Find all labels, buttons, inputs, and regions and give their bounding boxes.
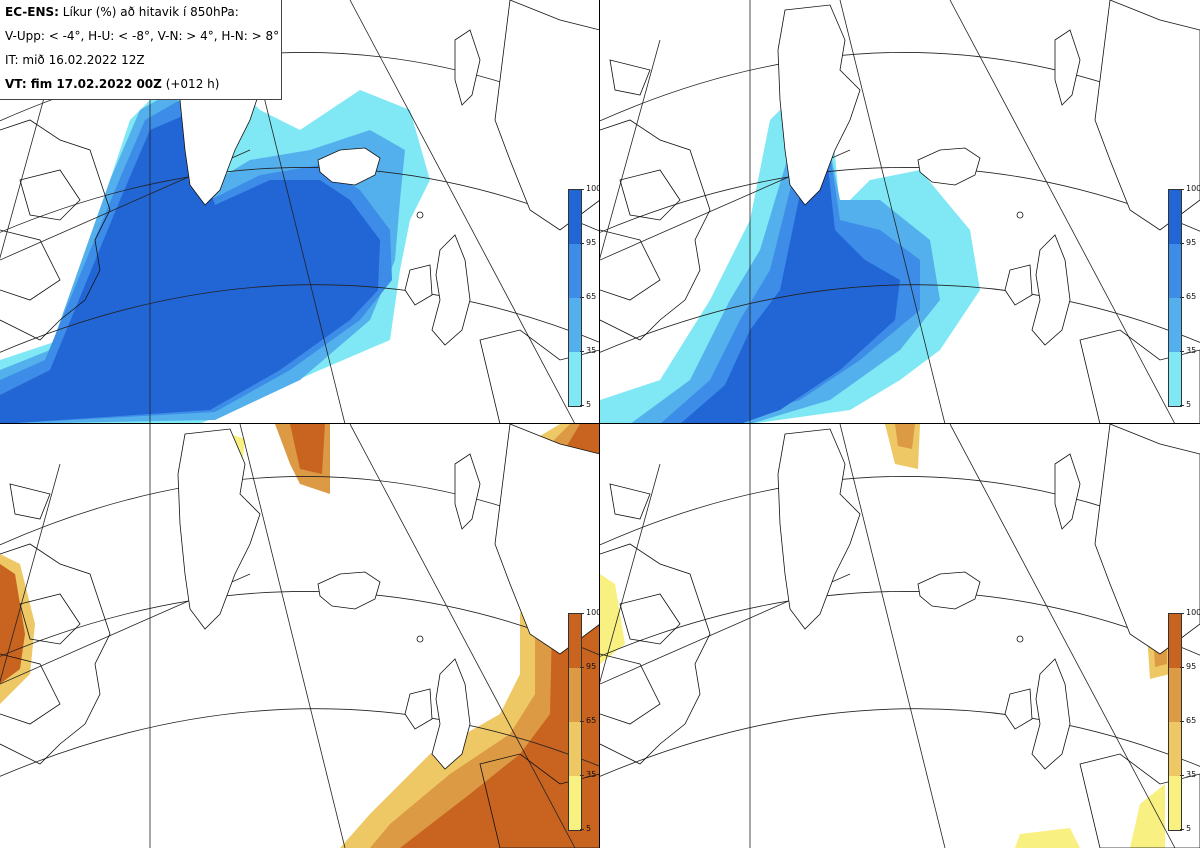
colorbar-tick: 65: [1186, 716, 1197, 725]
map-panel-h-n: 100 95 65 35 5: [600, 424, 1200, 848]
colorbar-tick: 35: [1186, 346, 1197, 355]
colorbar-tick: 100: [1186, 184, 1200, 193]
colorbar-tick: 5: [586, 824, 592, 833]
map-panel-v-upp: EC-ENS: Líkur (%) að hitavik í 850hPa: V…: [0, 0, 600, 424]
colorbar-tick: 100: [586, 184, 600, 193]
map-panel-h-u: 100 95 65 35 5: [600, 0, 1200, 424]
colorbar-tick: 100: [586, 608, 600, 617]
colorbar-tick: 95: [1186, 238, 1197, 247]
colorbar-blue: [1168, 189, 1182, 407]
map-header: EC-ENS: Líkur (%) að hitavik í 850hPa: V…: [0, 0, 282, 100]
colorbar-blue: [568, 189, 582, 407]
colorbar-tick: 95: [586, 662, 597, 671]
map-panel-v-n: 100 95 65 35 5: [0, 424, 600, 848]
colorbar-tick: 95: [1186, 662, 1197, 671]
colorbar-tick: 100: [1186, 608, 1200, 617]
colorbar-tick: 5: [1186, 824, 1192, 833]
header-title: Líkur (%) að hitavik í 850hPa:: [58, 5, 239, 19]
header-thresholds: V-Upp: < -4°, H-U: < -8°, V-N: > 4°, H-N…: [5, 29, 280, 43]
panel-divider-horizontal: [0, 423, 1200, 424]
header-lead-time: (+012 h): [161, 77, 220, 91]
colorbar-orange: [568, 613, 582, 831]
colorbar-tick: 65: [1186, 292, 1197, 301]
colorbar-tick: 35: [586, 346, 597, 355]
header-valid-time: VT: fim 17.02.2022 00Z: [5, 77, 162, 91]
colorbar-tick: 5: [1186, 400, 1192, 409]
shading-max: [0, 115, 380, 424]
colorbar-tick: 65: [586, 716, 597, 725]
colorbar-tick: 65: [586, 292, 597, 301]
colorbar-tick: 5: [586, 400, 592, 409]
header-init-time: IT: mið 16.02.2022 12Z: [5, 53, 145, 67]
colorbar-tick: 95: [586, 238, 597, 247]
colorbar-orange: [1168, 613, 1182, 831]
colorbar-tick: 35: [586, 770, 597, 779]
panel-divider-vertical: [599, 0, 600, 848]
colorbar-tick: 35: [1186, 770, 1197, 779]
header-product: EC-ENS:: [5, 5, 59, 19]
